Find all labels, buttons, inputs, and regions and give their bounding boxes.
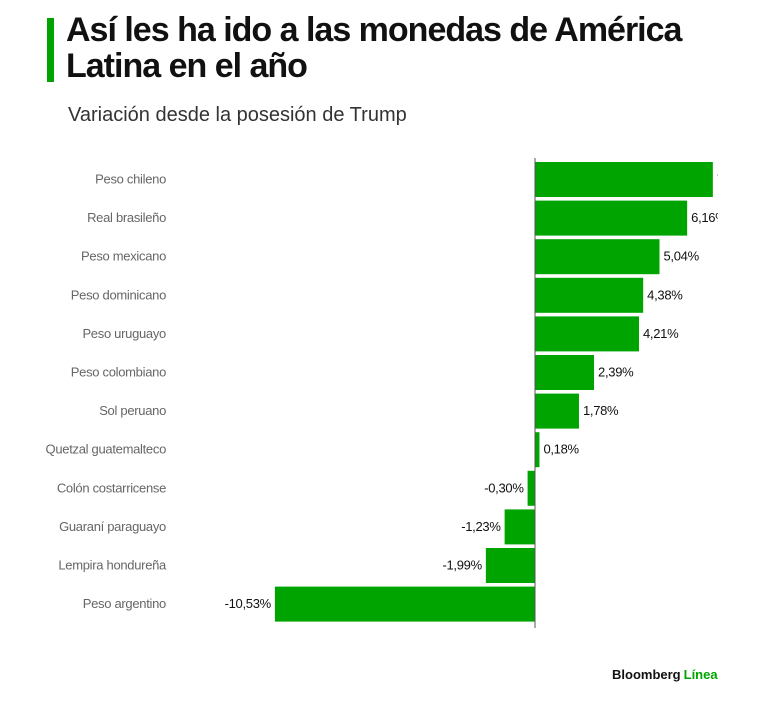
bar bbox=[535, 200, 688, 236]
bar bbox=[535, 277, 644, 313]
value-label: 6,16% bbox=[691, 210, 727, 225]
brand-accent: Línea bbox=[683, 667, 718, 682]
value-label: -1,99% bbox=[442, 558, 482, 573]
value-label: 7,2 bbox=[717, 172, 734, 187]
bar bbox=[535, 239, 660, 275]
bar bbox=[535, 355, 595, 390]
bar bbox=[535, 393, 579, 429]
value-label: -10,53% bbox=[225, 596, 272, 611]
bar bbox=[504, 509, 535, 545]
brand-logo: Bloomberg Línea bbox=[612, 667, 718, 682]
plot-area: 7,2 6,16% 5,04% 4,38% 4,21% 2,39% 1,78% 0,18% -0… bbox=[225, 162, 734, 622]
category-label: Lempira hondureña bbox=[58, 558, 167, 573]
value-label: 2,39% bbox=[598, 365, 634, 380]
bar bbox=[535, 432, 540, 468]
category-label: Guaraní paraguayo bbox=[59, 519, 166, 534]
value-label: 5,04% bbox=[663, 249, 699, 264]
category-label: Real brasileño bbox=[87, 210, 166, 225]
bar bbox=[274, 586, 535, 622]
category-label: Peso uruguayo bbox=[82, 326, 166, 341]
category-label: Peso argentino bbox=[83, 596, 166, 611]
category-label: Peso dominicano bbox=[71, 287, 166, 302]
bar bbox=[527, 470, 535, 506]
value-label: -0,30% bbox=[484, 480, 524, 495]
value-label: -1,23% bbox=[461, 519, 501, 534]
value-label: 0,18% bbox=[543, 442, 579, 457]
value-label: 1,78% bbox=[583, 403, 619, 418]
category-label: Quetzal guatemalteco bbox=[46, 442, 167, 457]
category-label: Peso colombiano bbox=[71, 365, 166, 380]
brand-name: Bloomberg bbox=[612, 667, 681, 682]
value-label: 4,38% bbox=[647, 287, 683, 302]
chart-subtitle: Variación desde la posesión de Trump bbox=[68, 104, 407, 126]
category-label: Sol peruano bbox=[99, 403, 166, 418]
category-label: Peso chileno bbox=[95, 172, 166, 187]
chart-title: Así les ha ido a las monedas de América … bbox=[66, 11, 682, 85]
bar bbox=[535, 162, 713, 197]
title-accent-bar bbox=[47, 18, 54, 82]
bar bbox=[485, 548, 535, 583]
category-label: Peso mexicano bbox=[81, 249, 166, 264]
bar bbox=[535, 316, 639, 352]
value-label: 4,21% bbox=[643, 326, 679, 341]
category-label: Colón costarricense bbox=[57, 480, 166, 495]
